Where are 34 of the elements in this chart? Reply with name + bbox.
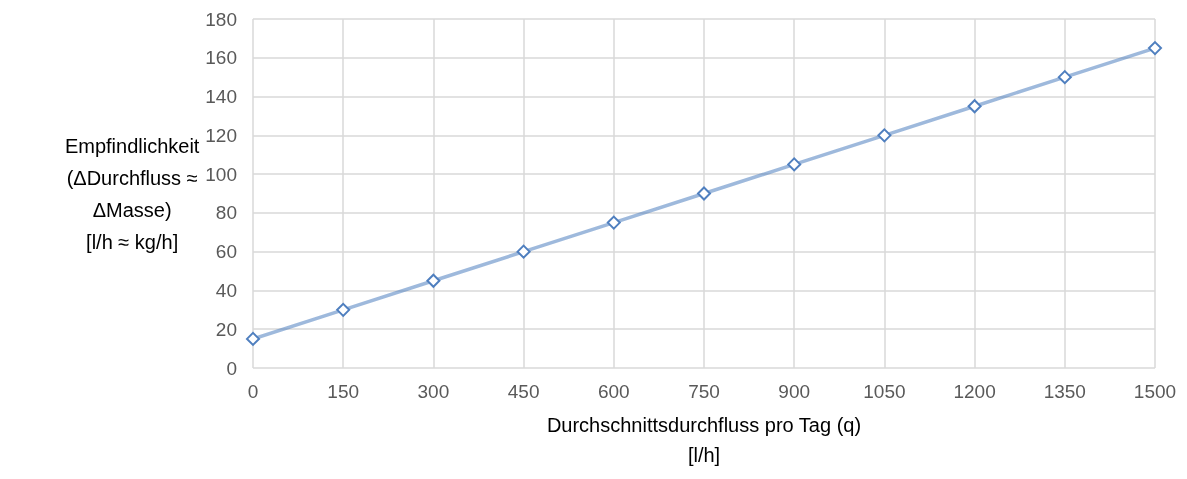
y-tick-label: 60 [215, 241, 237, 263]
point [1057, 70, 1072, 85]
point [336, 302, 351, 317]
x-tick-label: 150 [327, 381, 360, 402]
x-tick-label: 1350 [1043, 381, 1086, 402]
point [246, 331, 260, 346]
point [787, 157, 802, 172]
y-tick-label: 40 [215, 279, 237, 301]
x-tick-label: 300 [417, 381, 450, 402]
y-tick-label: 80 [215, 202, 237, 224]
x-tick-label: 450 [507, 381, 540, 402]
x-tick-label: 750 [688, 381, 720, 402]
y-tick-label: 120 [205, 124, 237, 146]
point [1148, 41, 1162, 56]
point [967, 99, 982, 114]
x-tick-label: 600 [597, 381, 630, 402]
x-axis-title: Durchschnittsdurchfluss pro Tag (q) [l/h] [546, 414, 862, 466]
x-tick-label: 1050 [863, 381, 906, 402]
point [606, 215, 621, 230]
point [516, 244, 531, 259]
point [877, 128, 892, 143]
x-tick-label: 1500 [1133, 381, 1177, 402]
y-tick-label: 180 [205, 8, 237, 30]
x-tick-label: 900 [778, 381, 811, 402]
y-tick-label: 160 [205, 47, 237, 69]
point [697, 186, 711, 201]
y-tick-label: 20 [215, 318, 237, 340]
y-tick-label: 0 [226, 357, 237, 379]
point [426, 273, 441, 288]
x-tick-label: 1200 [953, 381, 996, 402]
y-tick-label: 100 [205, 163, 237, 185]
y-axis-title: Empfindlichkeit (ΔDurchfluss ≈ ΔMasse) [l/h ≈ kg/h] [64, 134, 200, 253]
x-tick-label: 0 [247, 381, 259, 402]
y-tick-label: 140 [205, 86, 237, 108]
